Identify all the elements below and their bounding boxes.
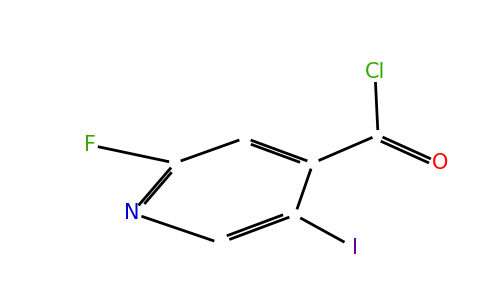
Text: I: I: [352, 238, 358, 258]
Text: F: F: [84, 135, 96, 155]
Text: O: O: [432, 153, 448, 173]
Text: N: N: [124, 203, 140, 223]
Text: Cl: Cl: [365, 62, 385, 82]
